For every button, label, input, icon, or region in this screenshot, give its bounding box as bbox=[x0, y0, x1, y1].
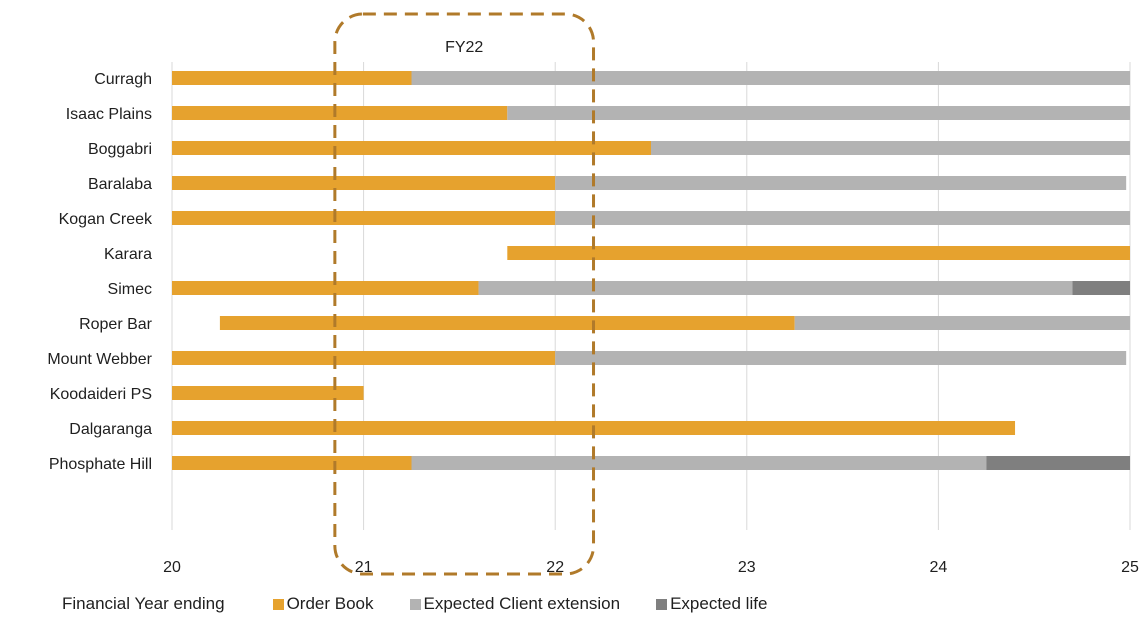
category-label-koodaideri-ps: Koodaideri PS bbox=[50, 386, 152, 403]
bar-baralaba-expected-client-extension bbox=[555, 176, 1127, 190]
bar-koodaideri-ps-order-book bbox=[172, 386, 364, 400]
legend: Financial Year ending Order Book Expecte… bbox=[62, 594, 803, 614]
legend-item-expected-life: Expected life bbox=[656, 594, 767, 614]
legend-label-expected-life: Expected life bbox=[670, 594, 768, 613]
x-axis-title: Financial Year ending bbox=[62, 594, 225, 613]
gantt-chart: Curragh Isaac Plains Boggabri Baralaba Kogan… bbox=[47, 12, 1139, 576]
category-label-curragh: Curragh bbox=[94, 71, 152, 88]
bar-curragh-expected-client-extension bbox=[411, 71, 1130, 85]
category-label-karara: Karara bbox=[104, 246, 152, 263]
category-label-isaac-plains: Isaac Plains bbox=[66, 106, 152, 123]
bar-baralaba-order-book bbox=[172, 176, 556, 190]
bar-roper-bar-expected-client-extension bbox=[794, 316, 1130, 330]
bar-roper-bar-order-book bbox=[219, 316, 795, 330]
bar-simec-expected-life bbox=[1072, 281, 1130, 295]
fy22-dashed-box bbox=[333, 12, 596, 576]
fy22-annotation: FY22 bbox=[333, 12, 596, 576]
x-tick-label-25: 25 bbox=[1121, 559, 1139, 576]
bar-boggabri-order-book bbox=[172, 141, 651, 155]
legend-label-client-extension: Expected Client extension bbox=[423, 594, 621, 613]
legend-swatch-client-extension bbox=[409, 598, 421, 610]
x-tick-labels: 20 21 22 23 24 25 bbox=[163, 559, 1139, 576]
category-label-roper-bar: Roper Bar bbox=[79, 316, 153, 333]
category-label-kogan-creek: Kogan Creek bbox=[59, 211, 153, 228]
category-labels: Curragh Isaac Plains Boggabri Baralaba Kogan… bbox=[47, 71, 153, 473]
bar-simec-order-book bbox=[172, 281, 479, 295]
bar-phosphate-hill-order-book bbox=[172, 456, 412, 470]
bar-kogan-creek-expected-client-extension bbox=[555, 211, 1130, 225]
x-tick-label-21: 21 bbox=[355, 559, 373, 576]
x-tick-label-20: 20 bbox=[163, 559, 181, 576]
category-label-mount-webber: Mount Webber bbox=[47, 351, 152, 368]
category-label-baralaba: Baralaba bbox=[88, 176, 152, 193]
bar-mount-webber-expected-client-extension bbox=[555, 351, 1127, 365]
category-label-phosphate-hill: Phosphate Hill bbox=[49, 456, 152, 473]
x-tick-label-24: 24 bbox=[930, 559, 948, 576]
category-label-dalgaranga: Dalgaranga bbox=[69, 421, 152, 438]
legend-swatch-order-book bbox=[272, 598, 284, 610]
x-tick-label-23: 23 bbox=[738, 559, 756, 576]
grid-lines bbox=[171, 62, 1131, 530]
legend-item-order-book: Order Book bbox=[272, 594, 374, 614]
bar-karara-order-book bbox=[507, 246, 1130, 260]
bars-group bbox=[172, 71, 1130, 470]
bar-phosphate-hill-expected-life bbox=[986, 456, 1130, 470]
bar-isaac-plains-expected-client-extension bbox=[507, 106, 1130, 120]
bar-kogan-creek-order-book bbox=[172, 211, 556, 225]
bar-boggabri-expected-client-extension bbox=[651, 141, 1130, 155]
x-tick-label-22: 22 bbox=[546, 559, 564, 576]
legend-item-client-extension: Expected Client extension bbox=[409, 594, 621, 614]
category-label-boggabri: Boggabri bbox=[88, 141, 152, 158]
bar-phosphate-hill-expected-client-extension bbox=[411, 456, 987, 470]
bar-mount-webber-order-book bbox=[172, 351, 556, 365]
bar-simec-expected-client-extension bbox=[478, 281, 1073, 295]
legend-swatch-expected-life bbox=[656, 598, 668, 610]
category-label-simec: Simec bbox=[108, 281, 152, 298]
fy22-label: FY22 bbox=[445, 39, 483, 56]
bar-curragh-order-book bbox=[172, 71, 412, 85]
legend-label-order-book: Order Book bbox=[286, 594, 374, 613]
bar-isaac-plains-order-book bbox=[172, 106, 508, 120]
